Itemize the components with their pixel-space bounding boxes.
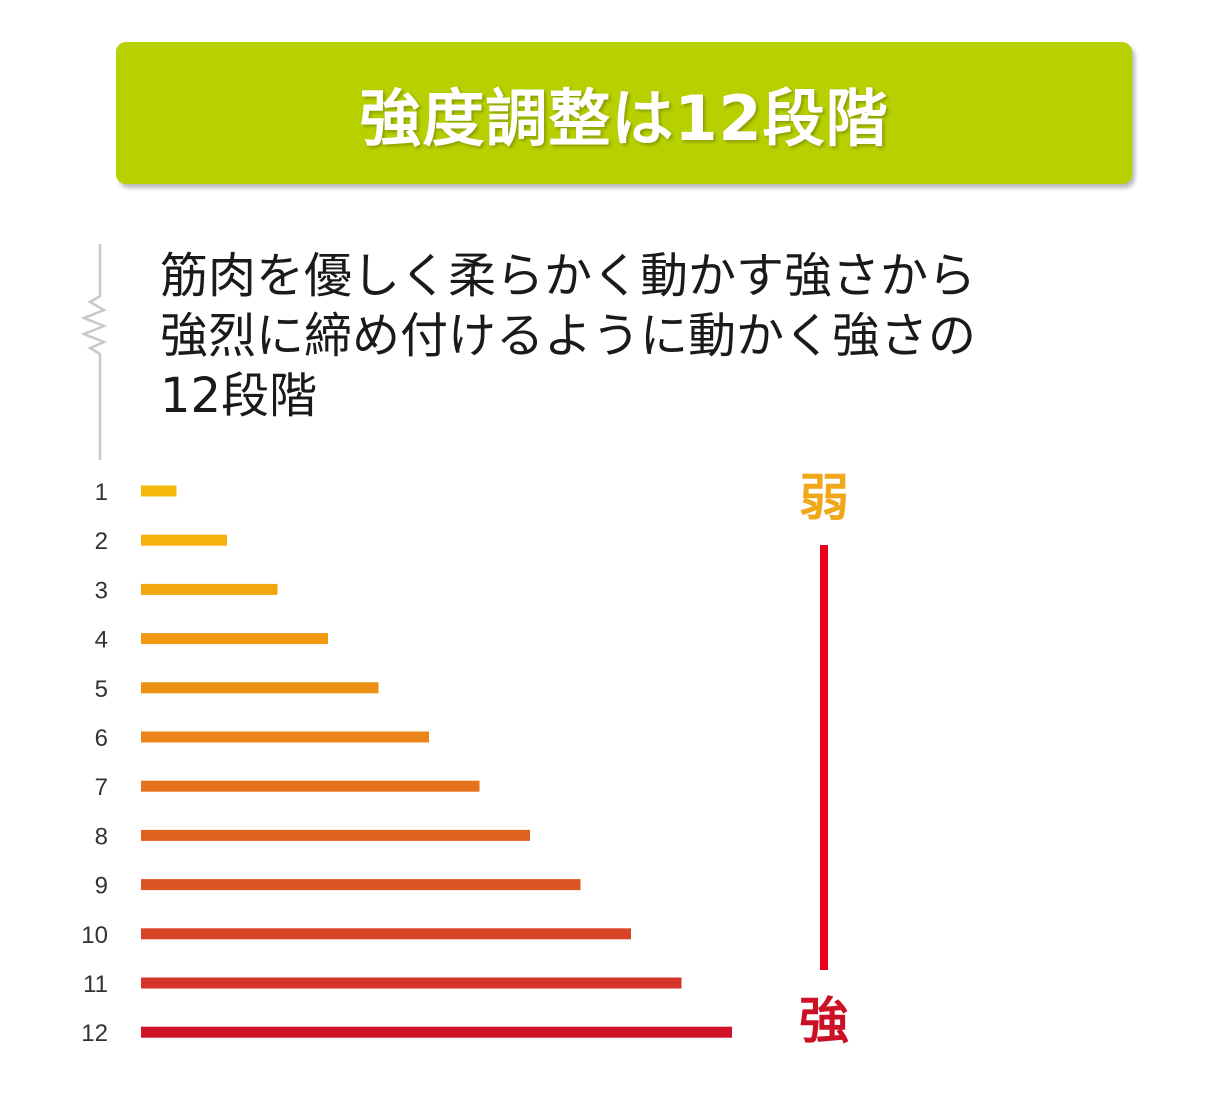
- description: 筋肉を優しく柔らかく動かす強さから 強烈に締め付けるように動かく強さの 12段階: [160, 246, 1160, 426]
- bar: [141, 682, 379, 694]
- spring-icon: [80, 244, 108, 460]
- bar: [141, 879, 581, 891]
- tick-label: 3: [95, 577, 108, 604]
- bar: [141, 534, 227, 546]
- description-line-3: 12段階: [160, 368, 318, 424]
- tick-label: 12: [81, 1020, 108, 1047]
- description-line-1: 筋肉を優しく柔らかく動かす強さから: [160, 248, 977, 304]
- bar: [141, 977, 682, 989]
- title-banner: 強度調整は12段階: [116, 42, 1132, 184]
- tick-label: 5: [95, 676, 108, 703]
- tick-label: 9: [95, 873, 108, 900]
- bar: [141, 731, 429, 743]
- tick-label: 11: [83, 971, 108, 998]
- page-title: 強度調整は12段階: [359, 82, 889, 155]
- tick-label: 6: [95, 725, 108, 752]
- description-line-2: 強烈に締め付けるように動かく強さの: [160, 308, 977, 364]
- weak-label: 弱: [799, 469, 849, 527]
- bar: [141, 485, 177, 497]
- tick-label: 7: [95, 774, 108, 801]
- tick-label: 8: [95, 823, 108, 850]
- bar: [141, 780, 480, 792]
- tick-label: 1: [95, 479, 108, 506]
- strong-label: 強: [799, 992, 849, 1050]
- tick-label: 10: [81, 922, 108, 949]
- bar: [141, 928, 631, 940]
- bar: [141, 633, 328, 645]
- bar: [141, 583, 278, 595]
- bar: [141, 829, 530, 841]
- bar: [141, 1026, 732, 1038]
- tick-label: 2: [95, 528, 108, 555]
- tick-label: 4: [95, 627, 108, 654]
